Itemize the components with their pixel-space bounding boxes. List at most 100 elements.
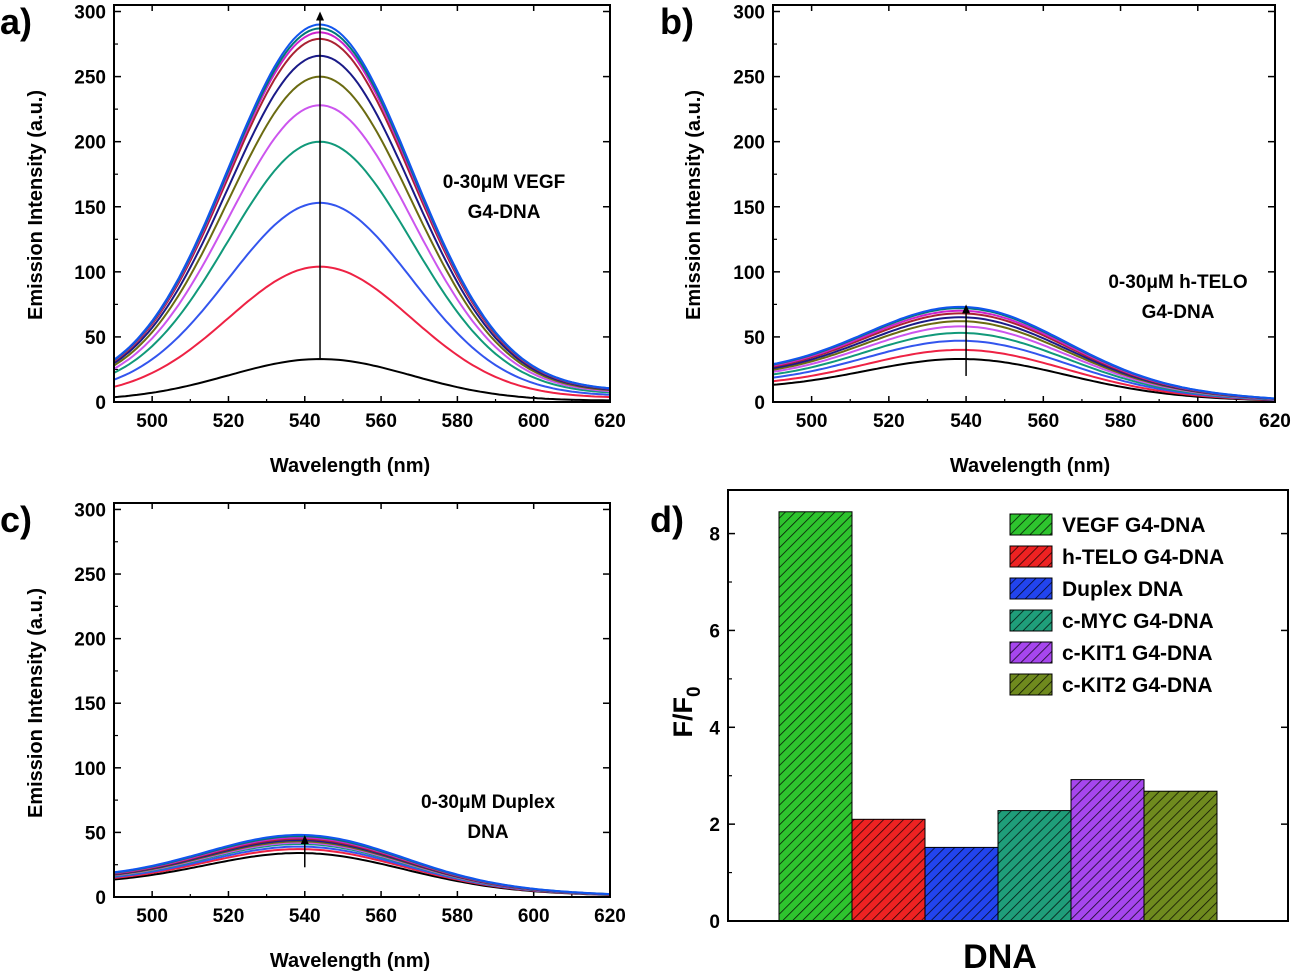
x-tick-label-c-620: 620 [594,906,626,927]
x-tick-label-a-620: 620 [594,411,626,432]
ticks-d: 0 2 4 6 8 [709,525,1288,933]
x-tick-label-b-580: 580 [1105,411,1137,432]
y-tick-label-b-250: 250 [733,68,765,89]
x-tick-label-c-560: 560 [365,906,397,927]
plot-frame-c [113,502,611,898]
y-axis-title-b: Emission Intensity (a.u.) [683,90,705,320]
x-tick-label-c-600: 600 [518,906,550,927]
spectrum-line-c-3 [113,845,611,896]
legend-label-4: c-MYC G4-DNA [1062,610,1214,633]
legend-swatch-hatch-1 [1010,514,1052,535]
arrow-head-b [962,304,971,314]
y-tick-label-d-6: 6 [709,621,720,642]
spectrum-line-b-3 [772,339,1276,401]
panel-label-b: b) [660,1,694,42]
spectrum-line-b-8 [772,312,1276,400]
bar-hatch-3 [925,847,998,921]
spectrum-line-a-2 [113,265,611,399]
y-axis-title-d: F/F0 [668,686,705,737]
plot-frame-a [113,4,611,403]
x-tick-label-a-500: 500 [136,411,168,432]
x-tick-label-a-600: 600 [518,411,550,432]
spectrum-line-a-1 [113,357,610,402]
y-tick-label-b-300: 300 [733,3,765,24]
curves-c [113,833,611,896]
y-tick-label-c-250: 250 [74,565,106,586]
annotation-a-line2: G4-DNA [468,202,541,223]
plot-frame-d [727,489,1289,922]
y-axis-title-d-subscript: 0 [684,686,705,697]
annotation-a-line1: 0-30μM VEGF [443,172,566,193]
legend-label-5: c-KIT1 G4-DNA [1062,642,1213,665]
panel-a: a) Wavelength (nm) Emission Intensity (a… [0,1,626,477]
bars-d [778,511,1218,922]
legend-swatch-hatch-2 [1010,546,1052,567]
spectrum-line-b-9 [772,309,1276,400]
annotation-b-line1: 0-30μM h-TELO [1108,272,1247,293]
annotation-c-line2: DNA [467,822,508,843]
x-tick-label-c-540: 540 [289,906,321,927]
spectrum-line-c-11 [113,833,611,896]
spectrum-line-b-11 [772,305,1276,400]
bar-hatch-2 [852,819,925,921]
panel-c: c) Wavelength (nm) Emission Intensity (a… [0,499,626,972]
panel-label-d: d) [650,499,684,540]
x-tick-label-b-600: 600 [1182,411,1214,432]
bar-hatch-1 [779,511,852,921]
y-axis-title-d-main: F/F [668,697,698,738]
spectrum-line-a-7 [113,54,611,391]
y-tick-label-b-50: 50 [744,328,765,349]
y-tick-label-a-100: 100 [74,263,106,284]
spectrum-line-a-3 [113,201,611,396]
legend-swatch-hatch-5 [1010,642,1052,663]
y-tick-label-c-50: 50 [85,823,106,844]
bar-hatch-5 [1071,779,1144,921]
y-tick-label-c-100: 100 [74,759,106,780]
x-tick-label-a-540: 540 [289,411,321,432]
legend-swatch-hatch-6 [1010,674,1052,695]
legend-swatch-hatch-3 [1010,578,1052,599]
y-tick-label-a-200: 200 [74,133,106,154]
curves-a [113,23,611,402]
y-tick-label-b-100: 100 [733,263,765,284]
ticks-c: 500 520 540 560 580 600 620 0 50 100 150 200 250 300 [74,500,626,927]
y-tick-label-c-0: 0 [95,888,106,909]
legend-label-1: VEGF G4-DNA [1062,514,1206,537]
x-tick-label-a-580: 580 [442,411,474,432]
plot-frame-b [772,4,1276,403]
spectrum-line-b-2 [772,348,1276,402]
legend-label-2: h-TELO G4-DNA [1062,546,1224,569]
curves-b [772,305,1276,402]
bar-hatch-4 [998,810,1071,921]
y-tick-label-b-0: 0 [754,393,765,414]
spectrum-line-a-4 [113,140,611,394]
y-axis-title-a: Emission Intensity (a.u.) [25,90,47,320]
bar-hatch-6 [1144,791,1217,921]
legend-label-6: c-KIT2 G4-DNA [1062,674,1213,697]
x-tick-label-c-500: 500 [136,906,168,927]
spectrum-line-b-1 [772,358,1276,402]
x-axis-title-a: Wavelength (nm) [270,455,430,477]
arrow-head-a [316,11,325,21]
spectrum-line-a-5 [113,104,611,393]
y-tick-label-a-250: 250 [74,68,106,89]
y-tick-label-d-8: 8 [709,525,720,546]
x-tick-label-b-500: 500 [796,411,828,432]
x-tick-label-b-620: 620 [1259,411,1291,432]
y-tick-label-a-50: 50 [85,328,106,349]
y-tick-label-d-2: 2 [709,815,720,836]
y-tick-label-c-200: 200 [74,630,106,651]
arrow-head-c [300,834,309,844]
x-axis-title-d: DNA [963,938,1037,976]
y-tick-label-a-0: 0 [95,393,106,414]
x-tick-label-b-560: 560 [1027,411,1059,432]
x-axis-title-c: Wavelength (nm) [270,950,430,972]
spectrum-line-a-6 [113,75,611,392]
x-tick-label-a-560: 560 [365,411,397,432]
y-tick-label-b-200: 200 [733,133,765,154]
panel-label-c: c) [0,499,32,540]
x-tick-label-a-520: 520 [213,411,245,432]
panel-b: b) Wavelength (nm) Emission Intensity (a… [660,1,1291,477]
